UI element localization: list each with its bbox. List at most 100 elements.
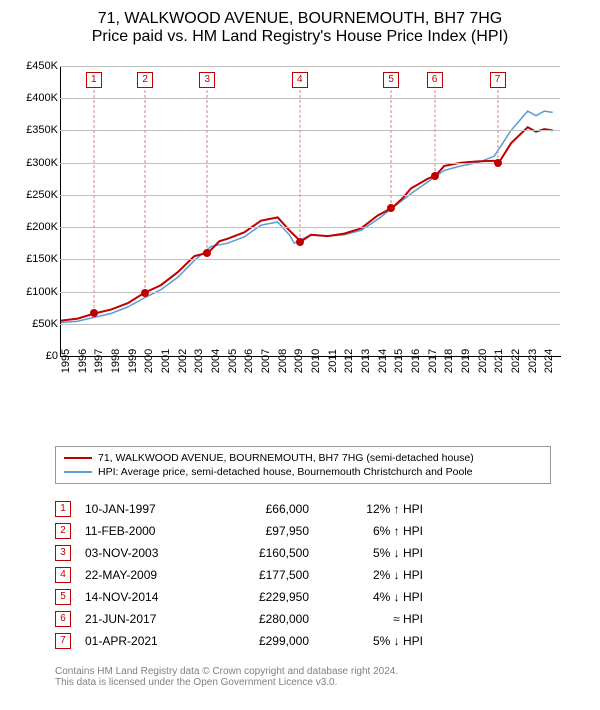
- sale-price: £229,950: [209, 590, 309, 604]
- sale-marker-line: [434, 90, 435, 176]
- sale-price: £160,500: [209, 546, 309, 560]
- sale-row: 5 14-NOV-2014 £229,950 4% ↓ HPI: [55, 586, 590, 608]
- sale-marker-line: [145, 90, 146, 293]
- x-tick-label: 2011: [327, 349, 339, 373]
- sale-price: £280,000: [209, 612, 309, 626]
- sale-date: 14-NOV-2014: [85, 590, 195, 604]
- chart-title: 71, WALKWOOD AVENUE, BOURNEMOUTH, BH7 7H…: [10, 10, 590, 46]
- sale-date: 03-NOV-2003: [85, 546, 195, 560]
- x-tick-label: 1995: [60, 349, 72, 373]
- gridline: [60, 292, 560, 293]
- legend-label: HPI: Average price, semi-detached house,…: [98, 466, 473, 478]
- x-tick-label: 1998: [110, 349, 122, 373]
- sale-marker-box: 5: [383, 72, 399, 88]
- sale-index-box: 3: [55, 545, 71, 561]
- sale-marker-line: [497, 90, 498, 163]
- sale-marker-dot: [296, 238, 304, 246]
- gridline: [60, 324, 560, 325]
- line-series: [61, 66, 561, 356]
- sale-marker-box: 6: [427, 72, 443, 88]
- sale-index-box: 2: [55, 523, 71, 539]
- title-line2: Price paid vs. HM Land Registry's House …: [10, 28, 590, 46]
- x-tick-label: 2003: [193, 349, 205, 373]
- y-tick-label: £350K: [10, 124, 58, 136]
- x-tick-label: 2020: [477, 349, 489, 373]
- legend-label: 71, WALKWOOD AVENUE, BOURNEMOUTH, BH7 7H…: [98, 452, 474, 464]
- x-tick-label: 2005: [227, 349, 239, 373]
- legend-swatch: [64, 471, 92, 473]
- sale-marker-dot: [431, 172, 439, 180]
- sale-marker-dot: [203, 249, 211, 257]
- sale-delta: 12% ↑ HPI: [323, 502, 423, 516]
- x-tick-label: 2014: [377, 349, 389, 373]
- y-tick-label: £400K: [10, 92, 58, 104]
- sale-price: £299,000: [209, 634, 309, 648]
- x-tick-label: 2017: [427, 349, 439, 373]
- sale-delta: ≈ HPI: [323, 612, 423, 626]
- sale-index-box: 4: [55, 567, 71, 583]
- sale-date: 10-JAN-1997: [85, 502, 195, 516]
- title-line1: 71, WALKWOOD AVENUE, BOURNEMOUTH, BH7 7H…: [10, 10, 590, 28]
- sales-table: 110-JAN-1997£66,00012% ↑ HPI211-FEB-2000…: [55, 498, 590, 652]
- x-tick-label: 2012: [343, 349, 355, 373]
- sale-marker-box: 4: [292, 72, 308, 88]
- footer-attribution: Contains HM Land Registry data © Crown c…: [55, 666, 590, 688]
- y-tick-label: £0: [10, 350, 58, 362]
- x-tick-label: 2023: [527, 349, 539, 373]
- sale-marker-line: [299, 90, 300, 242]
- sale-row: 3 03-NOV-2003 £160,500 5% ↓ HPI: [55, 542, 590, 564]
- y-tick-label: £150K: [10, 253, 58, 265]
- x-tick-label: 2004: [210, 349, 222, 373]
- sale-index-box: 5: [55, 589, 71, 605]
- sale-row: 621-JUN-2017£280,000≈ HPI: [55, 608, 590, 630]
- sale-date: 21-JUN-2017: [85, 612, 195, 626]
- x-tick-label: 2016: [410, 349, 422, 373]
- legend-swatch: [64, 457, 92, 459]
- y-tick-label: £300K: [10, 157, 58, 169]
- sale-date: 01-APR-2021: [85, 634, 195, 648]
- x-tick-label: 2000: [143, 349, 155, 373]
- sale-marker-dot: [387, 204, 395, 212]
- x-tick-label: 2008: [277, 349, 289, 373]
- sale-marker-dot: [494, 159, 502, 167]
- sale-delta: 2% ↓ HPI: [323, 568, 423, 582]
- sale-delta: 4% ↓ HPI: [323, 590, 423, 604]
- sale-date: 11-FEB-2000: [85, 524, 195, 538]
- x-tick-label: 2015: [393, 349, 405, 373]
- sale-date: 22-MAY-2009: [85, 568, 195, 582]
- x-tick-label: 2007: [260, 349, 272, 373]
- x-tick-label: 2018: [443, 349, 455, 373]
- y-tick-label: £250K: [10, 189, 58, 201]
- x-tick-label: 2010: [310, 349, 322, 373]
- sale-price: £177,500: [209, 568, 309, 582]
- x-tick-label: 2009: [293, 349, 305, 373]
- sale-marker-box: 1: [86, 72, 102, 88]
- sale-marker-box: 2: [137, 72, 153, 88]
- sale-index-box: 7: [55, 633, 71, 649]
- sale-marker-dot: [90, 309, 98, 317]
- legend-item: HPI: Average price, semi-detached house,…: [64, 465, 542, 479]
- sale-index-box: 1: [55, 501, 71, 517]
- y-tick-label: £200K: [10, 221, 58, 233]
- gridline: [60, 66, 560, 67]
- x-tick-label: 2006: [243, 349, 255, 373]
- sale-row: 4 22-MAY-2009 £177,500 2% ↓ HPI: [55, 564, 590, 586]
- y-tick-label: £100K: [10, 286, 58, 298]
- sale-marker-line: [207, 90, 208, 253]
- x-tick-label: 1996: [77, 349, 89, 373]
- x-tick-label: 2013: [360, 349, 372, 373]
- sale-row: 211-FEB-2000£97,9506% ↑ HPI: [55, 520, 590, 542]
- gridline: [60, 195, 560, 196]
- y-tick-label: £450K: [10, 60, 58, 72]
- y-tick-label: £50K: [10, 318, 58, 330]
- sale-delta: 5% ↓ HPI: [323, 546, 423, 560]
- x-tick-label: 2024: [543, 349, 555, 373]
- plot-region: [60, 66, 561, 357]
- sale-marker-line: [391, 90, 392, 208]
- x-tick-label: 2021: [493, 349, 505, 373]
- sale-row: 110-JAN-1997£66,00012% ↑ HPI: [55, 498, 590, 520]
- sale-delta: 5% ↓ HPI: [323, 634, 423, 648]
- sale-marker-line: [93, 90, 94, 313]
- price-chart: £0 £50K £100K £150K £200K £250K £300K £350K £400…: [10, 56, 570, 396]
- sale-row: 7 01-APR-2021 £299,000 5% ↓ HPI: [55, 630, 590, 652]
